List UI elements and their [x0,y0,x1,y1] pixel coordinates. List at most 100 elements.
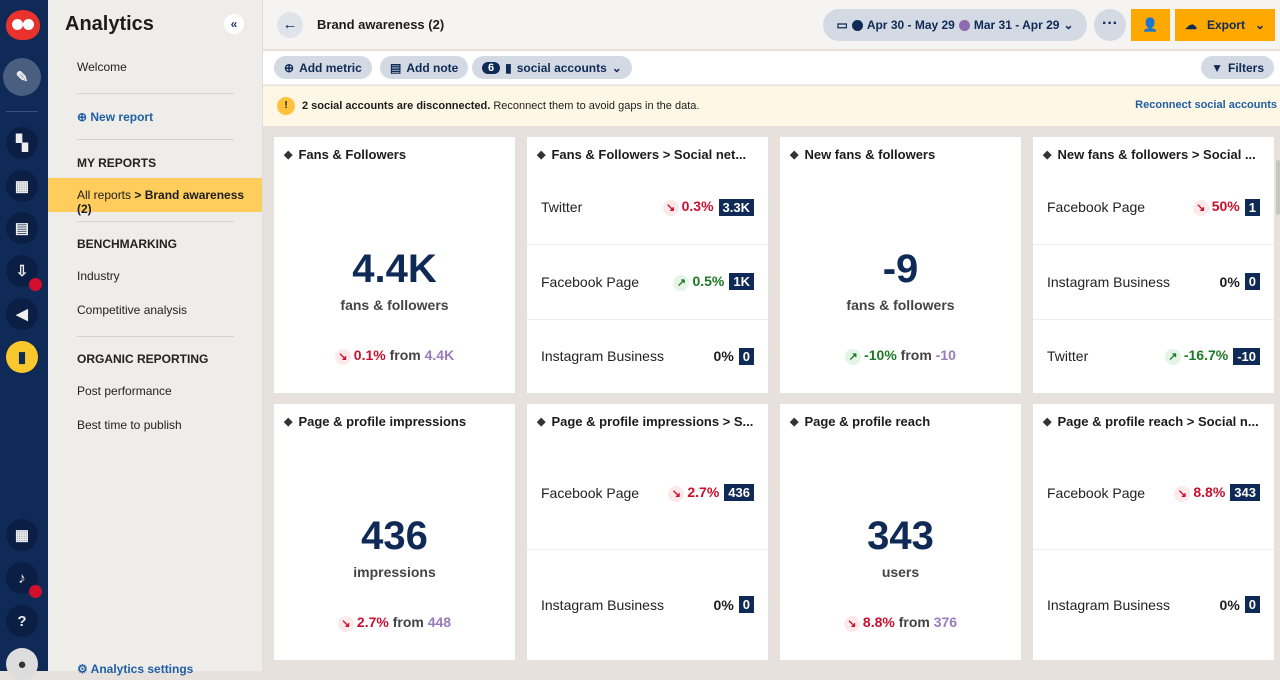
add-note-button[interactable]: ▤ Add note [380,56,469,79]
change-value: 8.8% [862,614,895,630]
change-percent: 0% [1220,274,1240,290]
network-name: Instagram Business [1047,596,1170,613]
metric-card[interactable]: ◆ Page & profile reach 343 users ↘ 8.8% from … [780,404,1021,660]
compose-icon[interactable]: ✎ [3,58,41,96]
new-report-link[interactable]: ⊕ New report [77,110,153,124]
owl-logo[interactable] [6,10,40,40]
card-title-text: Page & profile impressions > S... [551,414,754,429]
nav-best-time[interactable]: Best time to publish [77,418,182,432]
collapse-icon[interactable]: « [224,14,244,34]
nav-welcome[interactable]: Welcome [77,60,127,74]
share-user-icon[interactable]: 👤 [1131,9,1170,41]
metric-card[interactable]: ◆ Page & profile impressions 436 impression… [274,404,515,660]
arrow-up-right-icon: ↗ [1164,349,1181,366]
nav-item-brand-awareness[interactable]: All reports > Brand awareness (2) [48,178,262,216]
social-accounts-button[interactable]: 6 ▮ social accounts ⌄ [472,56,632,79]
metric-card[interactable]: ◆ Page & profile impressions > S... Facebo… [527,404,768,660]
export-label: Export [1206,18,1245,32]
arrow-down-right-icon: ↘ [1174,485,1191,502]
card-title: ◆ Page & profile impressions > S... [537,414,753,429]
previous-value: 448 [427,614,452,630]
metric-card[interactable]: ◆ Fans & Followers 4.4K fans & followers ↘ 0.… [274,137,515,393]
avatar[interactable]: ● [6,648,38,680]
breakdown-row[interactable]: Instagram Business 0% 0 [527,318,768,393]
breakdown-row[interactable]: Twitter ↘ 0.3% 3.3K [527,170,768,244]
notification-dot [29,278,42,291]
nav-post-performance[interactable]: Post performance [77,384,172,398]
section-organic: ORGANIC REPORTING [77,352,209,366]
breakdown-row[interactable]: Facebook Page ↘ 8.8% 343 [1033,437,1274,549]
plus-circle-icon: ⊕ [77,110,91,124]
content-icon[interactable]: ▚ [6,127,38,159]
calendar-icon[interactable]: ▤ [6,212,38,244]
breakdown-row[interactable]: Facebook Page ↗ 0.5% 1K [527,244,768,318]
change-value: 0% [713,348,734,365]
breakdown-row[interactable]: Facebook Page ↘ 50% 1 [1033,170,1274,244]
arrow-down-right-icon: ↘ [337,616,354,632]
new-report-label: New report [90,110,154,124]
metric-card[interactable]: ◆ Fans & Followers > Social net... Twitter… [527,137,768,393]
metric-change: ↗ -10% from -10 [780,347,1021,365]
nav-industry[interactable]: Industry [77,269,120,283]
metric-value: 0 [738,347,754,365]
analytics-settings-link[interactable]: ⚙ Analytics settings [77,662,193,676]
date-range-picker[interactable]: ▭ Apr 30 - May 29 Mar 31 - Apr 29 ⌄ [823,9,1087,41]
back-arrow-icon[interactable]: ← [277,12,303,38]
filters-button[interactable]: ▼ Filters [1201,56,1274,79]
network-name: Facebook Page [1047,199,1146,216]
layers-icon: ◆ [1043,416,1052,428]
export-button[interactable]: ☁ Export ⌄ [1175,9,1275,41]
change-value: 0.1% [353,347,386,363]
network-name: Instagram Business [541,596,664,613]
breakdown-row[interactable]: Twitter ↗ -16.7% -10 [1033,318,1274,393]
analytics-icon[interactable]: ▮ [6,341,38,373]
metric-value: 343 [1230,484,1260,502]
all-reports-link[interactable]: All reports [77,188,135,202]
card-title: ◆ Page & profile reach > Social n... [1043,414,1259,429]
arrow-up-right-icon: ↗ [673,274,690,291]
metric-card[interactable]: ◆ Page & profile reach > Social n... Faceb… [1033,404,1274,660]
card-title-text: Fans & Followers [298,147,407,162]
cloud-download-icon: ☁ [1184,18,1197,32]
breakdown-row[interactable]: Instagram Business 0% 0 [1033,244,1274,318]
help-icon[interactable]: ? [6,605,38,637]
compare-range-dot [958,19,970,31]
nav-competitive[interactable]: Competitive analysis [77,303,188,317]
layers-icon: ◆ [1043,149,1052,161]
rail-divider [6,111,38,112]
arrow-down-right-icon: ↘ [668,485,685,502]
from-label: from [898,614,930,630]
metric-card[interactable]: ◆ New fans & followers -9 fans & followers ↗… [780,137,1021,393]
card-title-text: Page & profile reach > Social n... [1057,414,1259,429]
change-value: -16.7% [1183,347,1229,364]
add-metric-button[interactable]: ⊕ Add metric [274,56,372,79]
change-percent: ↗ -10% [845,347,897,365]
apps-icon[interactable]: ▦ [6,519,38,551]
megaphone-icon[interactable]: ◀ [6,298,38,330]
card-title-text: Fans & Followers > Social net... [551,147,747,162]
breakdown-row[interactable]: Instagram Business 0% 0 [1033,548,1274,661]
change-percent: ↘ 0.3% [662,198,714,217]
divider [77,221,234,222]
breakdown-row[interactable]: Instagram Business 0% 0 [527,548,768,661]
metric-value: -9 [882,247,919,291]
change-percent: 0% [714,348,734,364]
network-name: Facebook Page [541,484,640,501]
more-options-icon[interactable]: ··· [1094,9,1126,41]
dashboard-icon[interactable]: ▦ [6,170,38,202]
metric-card[interactable]: ◆ New fans & followers > Social ... Facebo… [1033,137,1274,393]
inbox-icon[interactable]: ⇩ [6,255,42,291]
reconnect-link[interactable]: Reconnect social accounts [1135,99,1277,111]
breakdown-row[interactable]: Facebook Page ↘ 2.7% 436 [527,437,768,549]
chevron-down-icon: ⌄ [611,60,622,75]
bell-icon[interactable]: ♪ [6,562,42,598]
arrow-down-right-icon: ↘ [1192,200,1209,217]
card-title: ◆ Fans & Followers [284,147,406,162]
scrollbar[interactable] [1276,160,1280,215]
network-name: Twitter [1047,348,1089,365]
layers-icon: ◆ [790,416,799,428]
change-percent: ↘ 8.8% [843,614,895,632]
change-percent: ↘ 50% [1192,198,1240,217]
gear-icon: ⚙ [77,662,91,676]
card-title: ◆ Page & profile impressions [284,414,466,429]
